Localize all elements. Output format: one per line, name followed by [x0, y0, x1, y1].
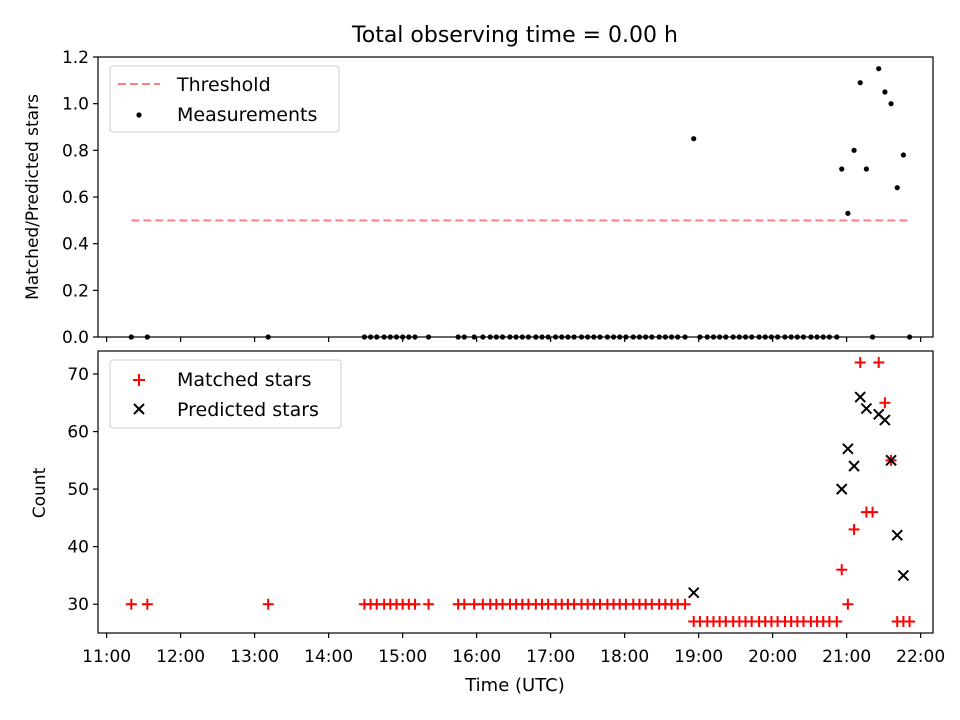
matched-star-marker	[842, 598, 854, 610]
predicted-star-marker	[860, 402, 873, 415]
legend-threshold-label: Threshold	[176, 74, 271, 96]
x-axis-label: Time (UTC)	[464, 675, 565, 696]
measurement-point	[900, 152, 906, 158]
matched-star-marker	[854, 357, 866, 369]
chart-title: Total observing time = 0.00 h	[351, 23, 678, 48]
predicted-marker-b	[885, 454, 897, 467]
legend-predicted-swatch	[133, 403, 145, 415]
bottom-x-tick-label: 16:00	[452, 647, 501, 667]
top-y-tick-label: 1.0	[62, 95, 89, 115]
measurement-point	[857, 80, 863, 86]
predicted-star-marker	[842, 443, 854, 455]
legend-measurements-label: Measurements	[177, 104, 317, 126]
top-measurement-points	[128, 66, 913, 340]
predicted-marker-b	[891, 529, 903, 541]
top-y-tick-label: 0.6	[62, 188, 89, 208]
bottom-axes-frame	[97, 350, 934, 634]
matched-star-marker	[836, 564, 848, 576]
bottom-panel: 30 40 50 60 70 11:00 12:00 13:00 14:00 15:00 16:0…	[30, 350, 945, 696]
predicted-star-marker	[891, 529, 903, 541]
matched-star-marker	[848, 523, 860, 535]
bottom-x-ticks: 11:00 12:00 13:00 14:00 15:00 16:00 17:00 18:00…	[82, 633, 945, 667]
predicted-marker-b	[860, 402, 873, 415]
bottom-y-tick-label: 70	[67, 365, 89, 385]
top-legend: Threshold Measurements	[109, 65, 340, 133]
bottom-legend: Matched stars Predicted stars	[109, 359, 342, 429]
top-y-ticks: 0.0 0.2 0.4 0.6 0.8 1.0 1.2	[62, 48, 98, 348]
measurement-point	[882, 89, 888, 95]
bottom-y-tick-label: 30	[67, 595, 89, 615]
predicted-star-marker	[879, 414, 891, 426]
measurement-point	[863, 166, 869, 172]
predicted-star-marker	[848, 460, 860, 472]
matched-star-marker	[904, 615, 916, 627]
matched-star-marker	[679, 598, 691, 610]
matched-star-marker	[409, 598, 421, 610]
bottom-x-tick-label: 19:00	[674, 647, 723, 667]
top-y-tick-label: 0.0	[62, 328, 89, 348]
predicted-marker-b	[848, 460, 860, 472]
matched-star-marker	[125, 598, 137, 610]
top-panel: 0.0 0.2 0.4 0.6 0.8 1.0 1.2 Matched/Predicted …	[23, 48, 934, 348]
measurement-point	[845, 210, 851, 216]
bottom-y-tick-label: 40	[67, 538, 89, 558]
predicted-star-marker	[854, 391, 866, 403]
bottom-x-tick-label: 13:00	[230, 647, 279, 667]
bottom-x-tick-label: 18:00	[600, 647, 649, 667]
predicted-marker-b	[836, 483, 848, 495]
bottom-y-ticks: 30 40 50 60 70	[67, 365, 98, 615]
measurement-point	[851, 147, 857, 153]
measurement-point	[894, 185, 900, 191]
top-y-tick-label: 1.2	[62, 48, 89, 68]
measurement-point	[839, 166, 845, 172]
top-y-axis-label: Matched/Predicted stars	[23, 94, 43, 300]
bottom-star-points	[125, 357, 916, 627]
bottom-x-tick-label: 14:00	[304, 647, 353, 667]
matched-star-marker	[141, 598, 153, 610]
bottom-x-tick-label: 15:00	[378, 647, 427, 667]
bottom-x-tick-label: 12:00	[156, 647, 205, 667]
top-y-tick-label: 0.2	[62, 281, 89, 301]
matched-star-marker	[262, 598, 274, 610]
top-y-tick-label: 0.8	[62, 141, 89, 161]
predicted-star-marker	[897, 569, 910, 582]
top-legend-box	[109, 65, 340, 133]
predicted-marker-b	[879, 414, 891, 426]
measurement-point	[691, 136, 697, 142]
bottom-y-axis-label: Count	[30, 467, 50, 518]
measurement-point	[876, 66, 882, 72]
matched-star-marker	[423, 598, 435, 610]
bottom-x-tick-label: 20:00	[748, 647, 797, 667]
matched-star-marker	[873, 357, 885, 369]
bottom-x-tick-label: 11:00	[82, 647, 131, 667]
matched-star-marker	[867, 506, 879, 518]
top-y-tick-label: 0.4	[62, 235, 89, 255]
legend-measurements-swatch	[136, 112, 142, 118]
bottom-y-tick-label: 60	[67, 423, 89, 443]
matched-star-marker	[831, 615, 843, 627]
predicted-star-marker	[836, 483, 848, 495]
bottom-y-tick-label: 50	[67, 480, 89, 500]
bottom-legend-box	[109, 359, 342, 429]
predicted-marker-b	[897, 569, 910, 582]
predicted-star-marker	[688, 587, 700, 599]
top-x-ticks	[106, 337, 922, 342]
predicted-star-marker	[885, 454, 897, 467]
predicted-marker-b	[854, 391, 866, 403]
bottom-x-tick-label: 21:00	[822, 647, 871, 667]
predicted-marker-b	[842, 443, 854, 455]
matched-star-marker	[458, 598, 470, 610]
predicted-marker-b	[873, 408, 885, 421]
legend-predicted-label: Predicted stars	[177, 399, 319, 421]
legend-matched-swatch	[133, 374, 145, 386]
legend-matched-label: Matched stars	[177, 369, 311, 391]
bottom-x-tick-label: 17:00	[526, 647, 575, 667]
predicted-marker-b	[688, 587, 700, 599]
matched-star-marker	[879, 397, 891, 409]
measurement-point	[888, 101, 894, 107]
bottom-x-tick-label: 22:00	[896, 647, 945, 667]
